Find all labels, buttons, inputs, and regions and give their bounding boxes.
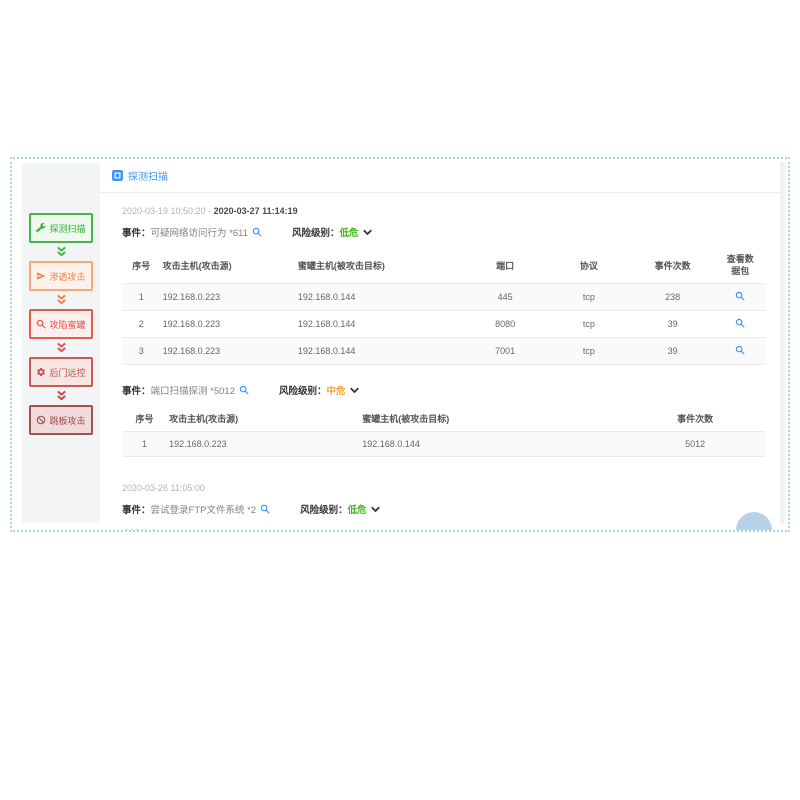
risk-level-label: 风险级别： bbox=[279, 386, 327, 398]
date-range-start: 2020-03-19 10:50:20 bbox=[122, 206, 206, 216]
col-port: 端口 bbox=[496, 261, 515, 272]
event-label: 事件： bbox=[122, 386, 151, 398]
table-header-row: 序号 攻击主机(攻击源) 蜜罐主机(被攻击目标) 事件次数 bbox=[122, 406, 766, 432]
cell-index: 3 bbox=[122, 337, 161, 366]
cell-honeypot: 192.168.0.144 bbox=[295, 283, 464, 311]
chevron-down-icon[interactable] bbox=[349, 387, 359, 394]
cell-protocol: tcp bbox=[547, 310, 631, 338]
cell-count: 238 bbox=[630, 283, 715, 311]
col-attacker: 攻击主机(攻击源) bbox=[162, 261, 232, 272]
search-icon[interactable] bbox=[239, 385, 249, 395]
col-count: 事件次数 bbox=[654, 261, 691, 272]
sidebar-item-label: 跳板攻击 bbox=[49, 415, 86, 426]
cell-index: 1 bbox=[122, 431, 168, 458]
chevron-double-down-icon bbox=[22, 292, 100, 306]
date-range: 2020-03-19 10:50:20 - 2020-03-27 11:14:1… bbox=[122, 206, 298, 216]
sidebar-item-label: 攻陷蜜罐 bbox=[49, 319, 86, 330]
ban-icon bbox=[37, 415, 46, 425]
chevron-double-down-icon bbox=[22, 244, 100, 258]
event-table-1: 序号 攻击主机(攻击源) 蜜罐主机(被攻击目标) 端口 协议 事件次数 查看数据… bbox=[122, 248, 766, 366]
view-packet-search-icon[interactable] bbox=[714, 337, 766, 366]
event-name: 尝试登录FTP文件系统 *2 bbox=[150, 505, 257, 517]
sidebar-item-backdoor-remote-control[interactable]: 后门远控 bbox=[29, 357, 93, 387]
risk-level-value: 低危 bbox=[339, 228, 359, 239]
event-header-3: 事件： 尝试登录FTP文件系统 *2 风险级别： 低危 bbox=[122, 502, 766, 516]
detection-panel: 探测扫描 2020-03-19 10:50:20 - 2020-03-27 11… bbox=[100, 159, 782, 530]
event-label: 事件： bbox=[122, 228, 151, 239]
risk-level-value: 低危 bbox=[347, 505, 367, 517]
table-row: 3 192.168.0.223 192.168.0.144 7001 tcp 3… bbox=[122, 337, 766, 366]
cell-attacker: 192.168.0.223 bbox=[160, 337, 296, 366]
col-honeypot: 蜜罐主机(被攻击目标) bbox=[297, 261, 385, 272]
dashed-selection-frame: 探测扫描 渗透攻击 攻陷蜜罐 后门远控 跳板攻击 bbox=[10, 157, 790, 532]
cell-count: 39 bbox=[630, 310, 715, 338]
sidebar-item-compromise-honeypot[interactable]: 攻陷蜜罐 bbox=[29, 309, 93, 339]
event-date: 2020-03-26 11:05:00 bbox=[122, 483, 205, 494]
sidebar-item-probe-scan[interactable]: 探测扫描 bbox=[29, 213, 93, 243]
col-attacker: 攻击主机(攻击源) bbox=[169, 414, 239, 425]
col-honeypot: 蜜罐主机(被攻击目标) bbox=[362, 414, 450, 425]
col-index: 序号 bbox=[132, 261, 151, 272]
sidebar-item-label: 后门远控 bbox=[49, 367, 86, 378]
cell-attacker: 192.168.0.223 bbox=[167, 431, 361, 458]
panel-title: 探测扫描 bbox=[128, 172, 168, 183]
chevron-double-down-icon bbox=[22, 388, 100, 402]
table-header-row: 序号 攻击主机(攻击源) 蜜罐主机(被攻击目标) 端口 协议 事件次数 查看数据… bbox=[122, 248, 766, 284]
event-name: 可疑网络访问行为 *611 bbox=[150, 228, 248, 239]
chevron-double-down-icon bbox=[22, 340, 100, 354]
sidebar-item-label: 渗透攻击 bbox=[49, 271, 86, 282]
risk-level-label: 风险级别： bbox=[292, 228, 340, 239]
search-icon[interactable] bbox=[252, 227, 262, 237]
cell-protocol: tcp bbox=[547, 283, 631, 311]
table-row: 2 192.168.0.223 192.168.0.144 8080 tcp 3… bbox=[122, 310, 766, 338]
wrench-icon bbox=[36, 223, 47, 233]
cell-port: 8080 bbox=[463, 310, 548, 338]
date-range-end: 2020-03-27 11:14:19 bbox=[213, 206, 298, 216]
cell-honeypot: 192.168.0.144 bbox=[295, 337, 464, 366]
sidebar-item-label: 探测扫描 bbox=[49, 223, 86, 234]
sidebar-item-penetration-attack[interactable]: 渗透攻击 bbox=[29, 261, 93, 291]
cell-index: 1 bbox=[122, 283, 161, 311]
view-packet-search-icon[interactable] bbox=[714, 310, 766, 338]
event-table-2: 序号 攻击主机(攻击源) 蜜罐主机(被攻击目标) 事件次数 1 192.168.… bbox=[122, 406, 766, 458]
paper-plane-icon bbox=[37, 272, 47, 280]
event-name: 端口扫描探测 *5012 bbox=[150, 386, 235, 398]
attack-chain-sidebar: 探测扫描 渗透攻击 攻陷蜜罐 后门远控 跳板攻击 bbox=[22, 163, 100, 523]
risk-level-value: 中危 bbox=[326, 386, 346, 398]
cell-index: 2 bbox=[122, 310, 161, 338]
risk-level-label: 风险级别： bbox=[300, 505, 348, 517]
sidebar-item-springboard-attack[interactable]: 跳板攻击 bbox=[29, 405, 93, 435]
scrollbar[interactable] bbox=[780, 161, 785, 524]
col-count: 事件次数 bbox=[677, 414, 714, 425]
cell-port: 445 bbox=[463, 283, 548, 311]
magnifier-icon bbox=[37, 319, 46, 329]
event-header-1: 事件： 可疑网络访问行为 *611 风险级别： 低危 bbox=[122, 225, 766, 239]
cell-honeypot: 192.168.0.144 bbox=[360, 431, 625, 458]
col-view-packet: 查看数据包 bbox=[726, 254, 754, 276]
cell-protocol: tcp bbox=[547, 337, 631, 366]
back-to-top-button[interactable] bbox=[736, 512, 772, 530]
cell-port: 7001 bbox=[463, 337, 548, 366]
col-protocol: 协议 bbox=[579, 261, 598, 272]
cell-attacker: 192.168.0.223 bbox=[160, 310, 296, 338]
cell-count: 5012 bbox=[624, 431, 766, 458]
honeypot-log-title: 蜜罐日志 bbox=[122, 527, 272, 530]
panel-title-icon bbox=[112, 170, 123, 181]
search-icon[interactable] bbox=[260, 504, 270, 514]
event-header-2: 事件： 端口扫描探测 *5012 风险级别： 中危 bbox=[122, 383, 766, 397]
panel-content: 2020-03-19 10:50:20 - 2020-03-27 11:14:1… bbox=[100, 193, 782, 530]
gears-icon bbox=[37, 368, 46, 376]
view-packet-search-icon[interactable] bbox=[714, 283, 766, 311]
cell-honeypot: 192.168.0.144 bbox=[295, 310, 464, 338]
table-row: 1 192.168.0.223 192.168.0.144 445 tcp 23… bbox=[122, 283, 766, 311]
chevron-down-icon[interactable] bbox=[362, 229, 372, 236]
col-index: 序号 bbox=[135, 414, 154, 425]
chevron-down-icon[interactable] bbox=[370, 506, 380, 513]
event-label: 事件： bbox=[122, 505, 151, 517]
table-row: 1 192.168.0.223 192.168.0.144 5012 bbox=[122, 431, 766, 458]
cell-count: 39 bbox=[630, 337, 715, 366]
panel-header: 探测扫描 bbox=[100, 159, 782, 193]
cell-attacker: 192.168.0.223 bbox=[160, 283, 296, 311]
